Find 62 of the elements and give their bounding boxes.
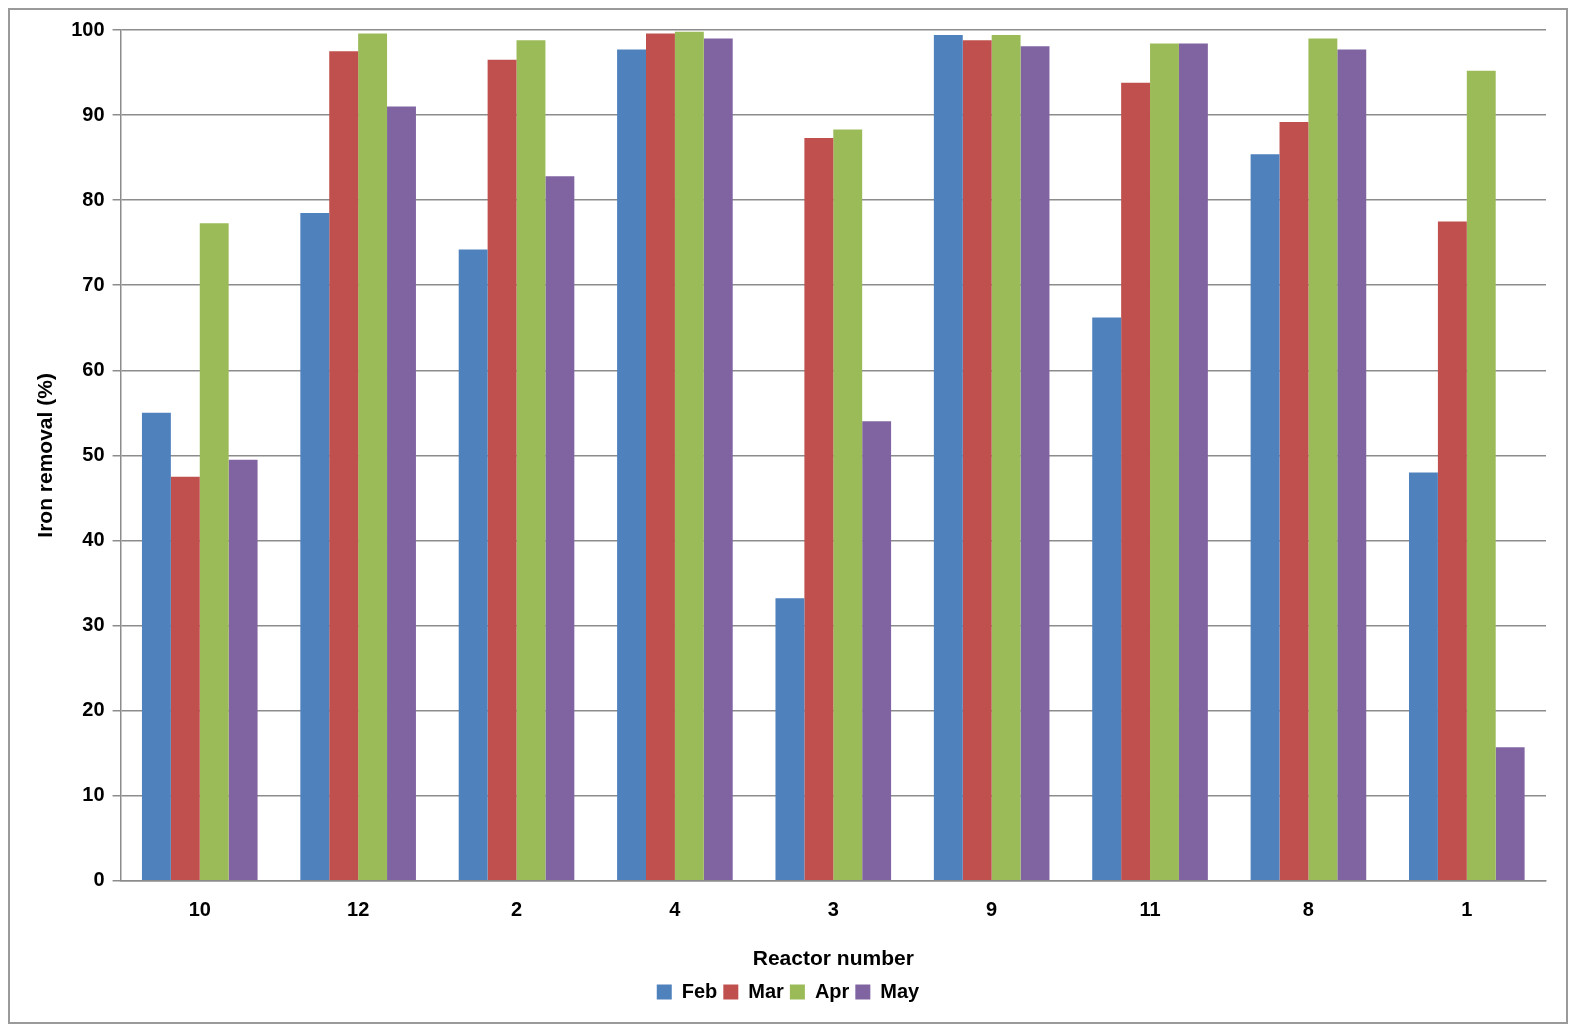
x-tick-label: 10 [188,898,211,921]
bar [545,176,575,881]
y-tick-label: 90 [82,102,105,125]
y-tick-label: 40 [82,528,105,550]
x-tick-label: 8 [1302,898,1314,921]
bar [1466,70,1496,881]
bar [1409,472,1438,881]
bar [516,40,546,881]
bar [617,49,646,881]
bar [646,33,675,881]
x-tick-label: 4 [669,898,682,921]
bar [1437,221,1467,881]
bar [1337,49,1367,881]
bar [933,35,963,881]
y-tick-label: 20 [82,698,105,721]
bar [458,249,488,881]
bar [170,476,200,881]
y-tick-label: 30 [82,613,105,636]
bar [674,31,704,881]
x-tick-label: 11 [1139,898,1161,921]
bar [1495,747,1525,881]
y-tick-label: 60 [82,357,105,380]
bar [141,412,171,881]
x-tick-label: 1 [1461,898,1473,921]
bar [962,40,992,881]
bar [358,33,388,881]
bar [862,421,892,881]
bar [703,38,733,881]
y-tick-label: 0 [93,868,105,891]
bar [1250,154,1280,881]
y-tick-label: 10 [82,783,105,806]
bar [329,51,359,881]
bar [199,223,229,881]
legend-label: Apr [814,979,850,1002]
bar [1279,121,1309,881]
bar [387,106,416,881]
bar [1178,43,1208,881]
legend-label: May [880,979,921,1002]
legend-label: Mar [748,979,785,1002]
x-tick-label: 2 [510,898,523,921]
bar [1150,43,1179,881]
bar [775,598,805,881]
bar [991,35,1021,881]
y-tick-label: 70 [82,272,105,295]
bar [1308,38,1338,881]
bar [228,459,258,881]
bar [1092,317,1122,881]
bar [804,138,834,881]
x-tick-label: 12 [347,898,370,921]
y-tick-label: 50 [82,442,105,465]
bar [833,129,863,881]
y-tick-label: 100 [71,17,105,40]
bar [1121,82,1151,881]
bar [300,212,330,881]
y-axis-title: Iron removal (%) [33,373,57,538]
x-tick-label: 3 [827,898,839,921]
x-axis-title: Reactor number [752,946,914,970]
y-tick-label: 80 [82,187,105,210]
legend-label: Feb [681,979,718,1002]
bar [487,59,517,881]
bar [1020,46,1050,881]
x-tick-label: 9 [986,898,998,921]
